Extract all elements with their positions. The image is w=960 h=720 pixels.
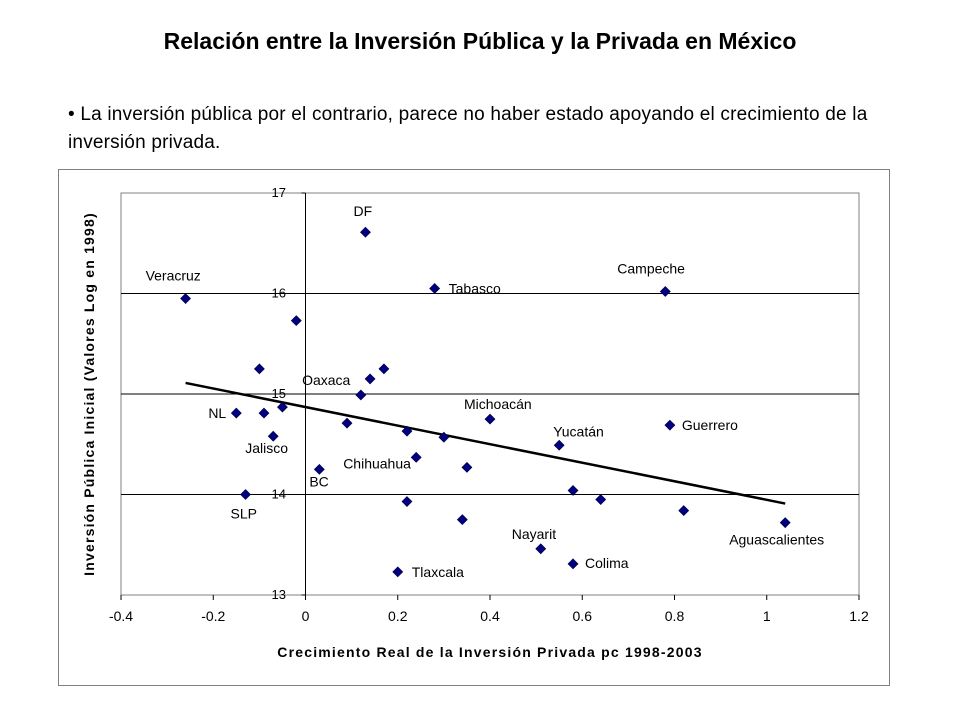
data-point — [484, 413, 496, 425]
x-tick-label: 0.4 — [480, 608, 500, 624]
data-point — [392, 566, 404, 578]
data-point — [360, 226, 371, 238]
point-label: Aguascalientes — [729, 532, 824, 548]
point-label: DF — [353, 203, 372, 219]
y-tick-label: 13 — [272, 587, 286, 602]
chart-frame — [58, 169, 890, 686]
data-point — [567, 558, 579, 570]
point-label: BC — [309, 473, 328, 489]
bullet-text: • La inversión pública por el contrario,… — [68, 104, 868, 153]
data-points — [180, 226, 791, 578]
point-label: Tlaxcala — [412, 564, 464, 580]
data-point — [378, 363, 390, 375]
data-point — [438, 431, 450, 443]
x-tick-label: -0.4 — [109, 608, 133, 624]
data-point — [230, 407, 242, 419]
point-label: SLP — [231, 506, 257, 522]
tick-labels: 13 14 15 16 17 -0.4 -0.2 0 0.2 0.4 0.6 0.8 1 1.2 — [109, 185, 869, 624]
data-point — [659, 286, 671, 297]
trendline — [185, 381, 786, 505]
data-point — [429, 283, 441, 294]
x-tick-label: 0.8 — [665, 608, 685, 624]
data-point — [180, 293, 191, 304]
data-point — [678, 505, 690, 517]
data-point — [364, 373, 376, 385]
data-point — [240, 489, 251, 500]
x-axis-title: Crecimiento Real de la Inversión Privada… — [277, 644, 702, 660]
point-label: Veracruz — [146, 268, 201, 284]
data-point — [290, 315, 302, 327]
point-label: Yucatán — [553, 423, 604, 439]
data-point — [553, 439, 565, 451]
x-tick-label: 0.6 — [573, 608, 593, 624]
point-label: Jalisco — [245, 440, 288, 456]
point-label: Colima — [585, 555, 629, 571]
x-tick-label: 0 — [302, 608, 310, 624]
x-tick-label: -0.2 — [201, 608, 225, 624]
data-point — [595, 494, 607, 505]
x-tick-label: 1 — [763, 608, 771, 624]
x-tick-label: 1.2 — [849, 608, 869, 624]
data-point — [313, 463, 325, 475]
point-label: Oaxaca — [302, 372, 350, 388]
y-tick-label: 14 — [272, 487, 286, 502]
y-axis-title: Inversión Pública Inicial (Valores Log e… — [81, 212, 97, 576]
data-point — [277, 401, 288, 413]
data-point — [355, 389, 367, 401]
slide-title: Relación entre la Inversión Pública y la… — [163, 28, 797, 54]
data-point — [664, 419, 676, 431]
data-point — [567, 485, 579, 496]
data-point — [401, 425, 413, 437]
scatter-chart: 13 14 15 16 17 -0.4 -0.2 0 0.2 0.4 0.6 0.8 1 1.2 DF Ve… — [81, 185, 869, 660]
data-point — [258, 407, 270, 419]
point-label: NL — [208, 405, 226, 421]
data-point — [779, 517, 791, 529]
y-tick-label: 15 — [272, 386, 286, 401]
x-tick-label: 0.2 — [388, 608, 408, 624]
point-label: Chihuahua — [343, 455, 411, 471]
y-tick-label: 17 — [272, 185, 286, 200]
data-point — [267, 430, 279, 442]
point-label: Campeche — [617, 260, 685, 276]
data-point — [535, 543, 547, 555]
point-label: Tabasco — [449, 280, 501, 296]
data-point — [253, 363, 265, 375]
data-point — [410, 451, 422, 463]
point-label: Michoacán — [464, 396, 532, 412]
data-point — [401, 496, 413, 507]
y-tick-label: 16 — [272, 286, 286, 301]
point-label: Guerrero — [682, 417, 738, 433]
data-point — [341, 417, 353, 429]
trendline-group — [185, 381, 786, 505]
data-point — [461, 461, 473, 473]
data-point — [456, 514, 468, 526]
point-labels: DF Veracruz Tabasco Campeche Oaxaca NL Michoac… — [146, 203, 825, 580]
point-label: Nayarit — [512, 526, 556, 542]
